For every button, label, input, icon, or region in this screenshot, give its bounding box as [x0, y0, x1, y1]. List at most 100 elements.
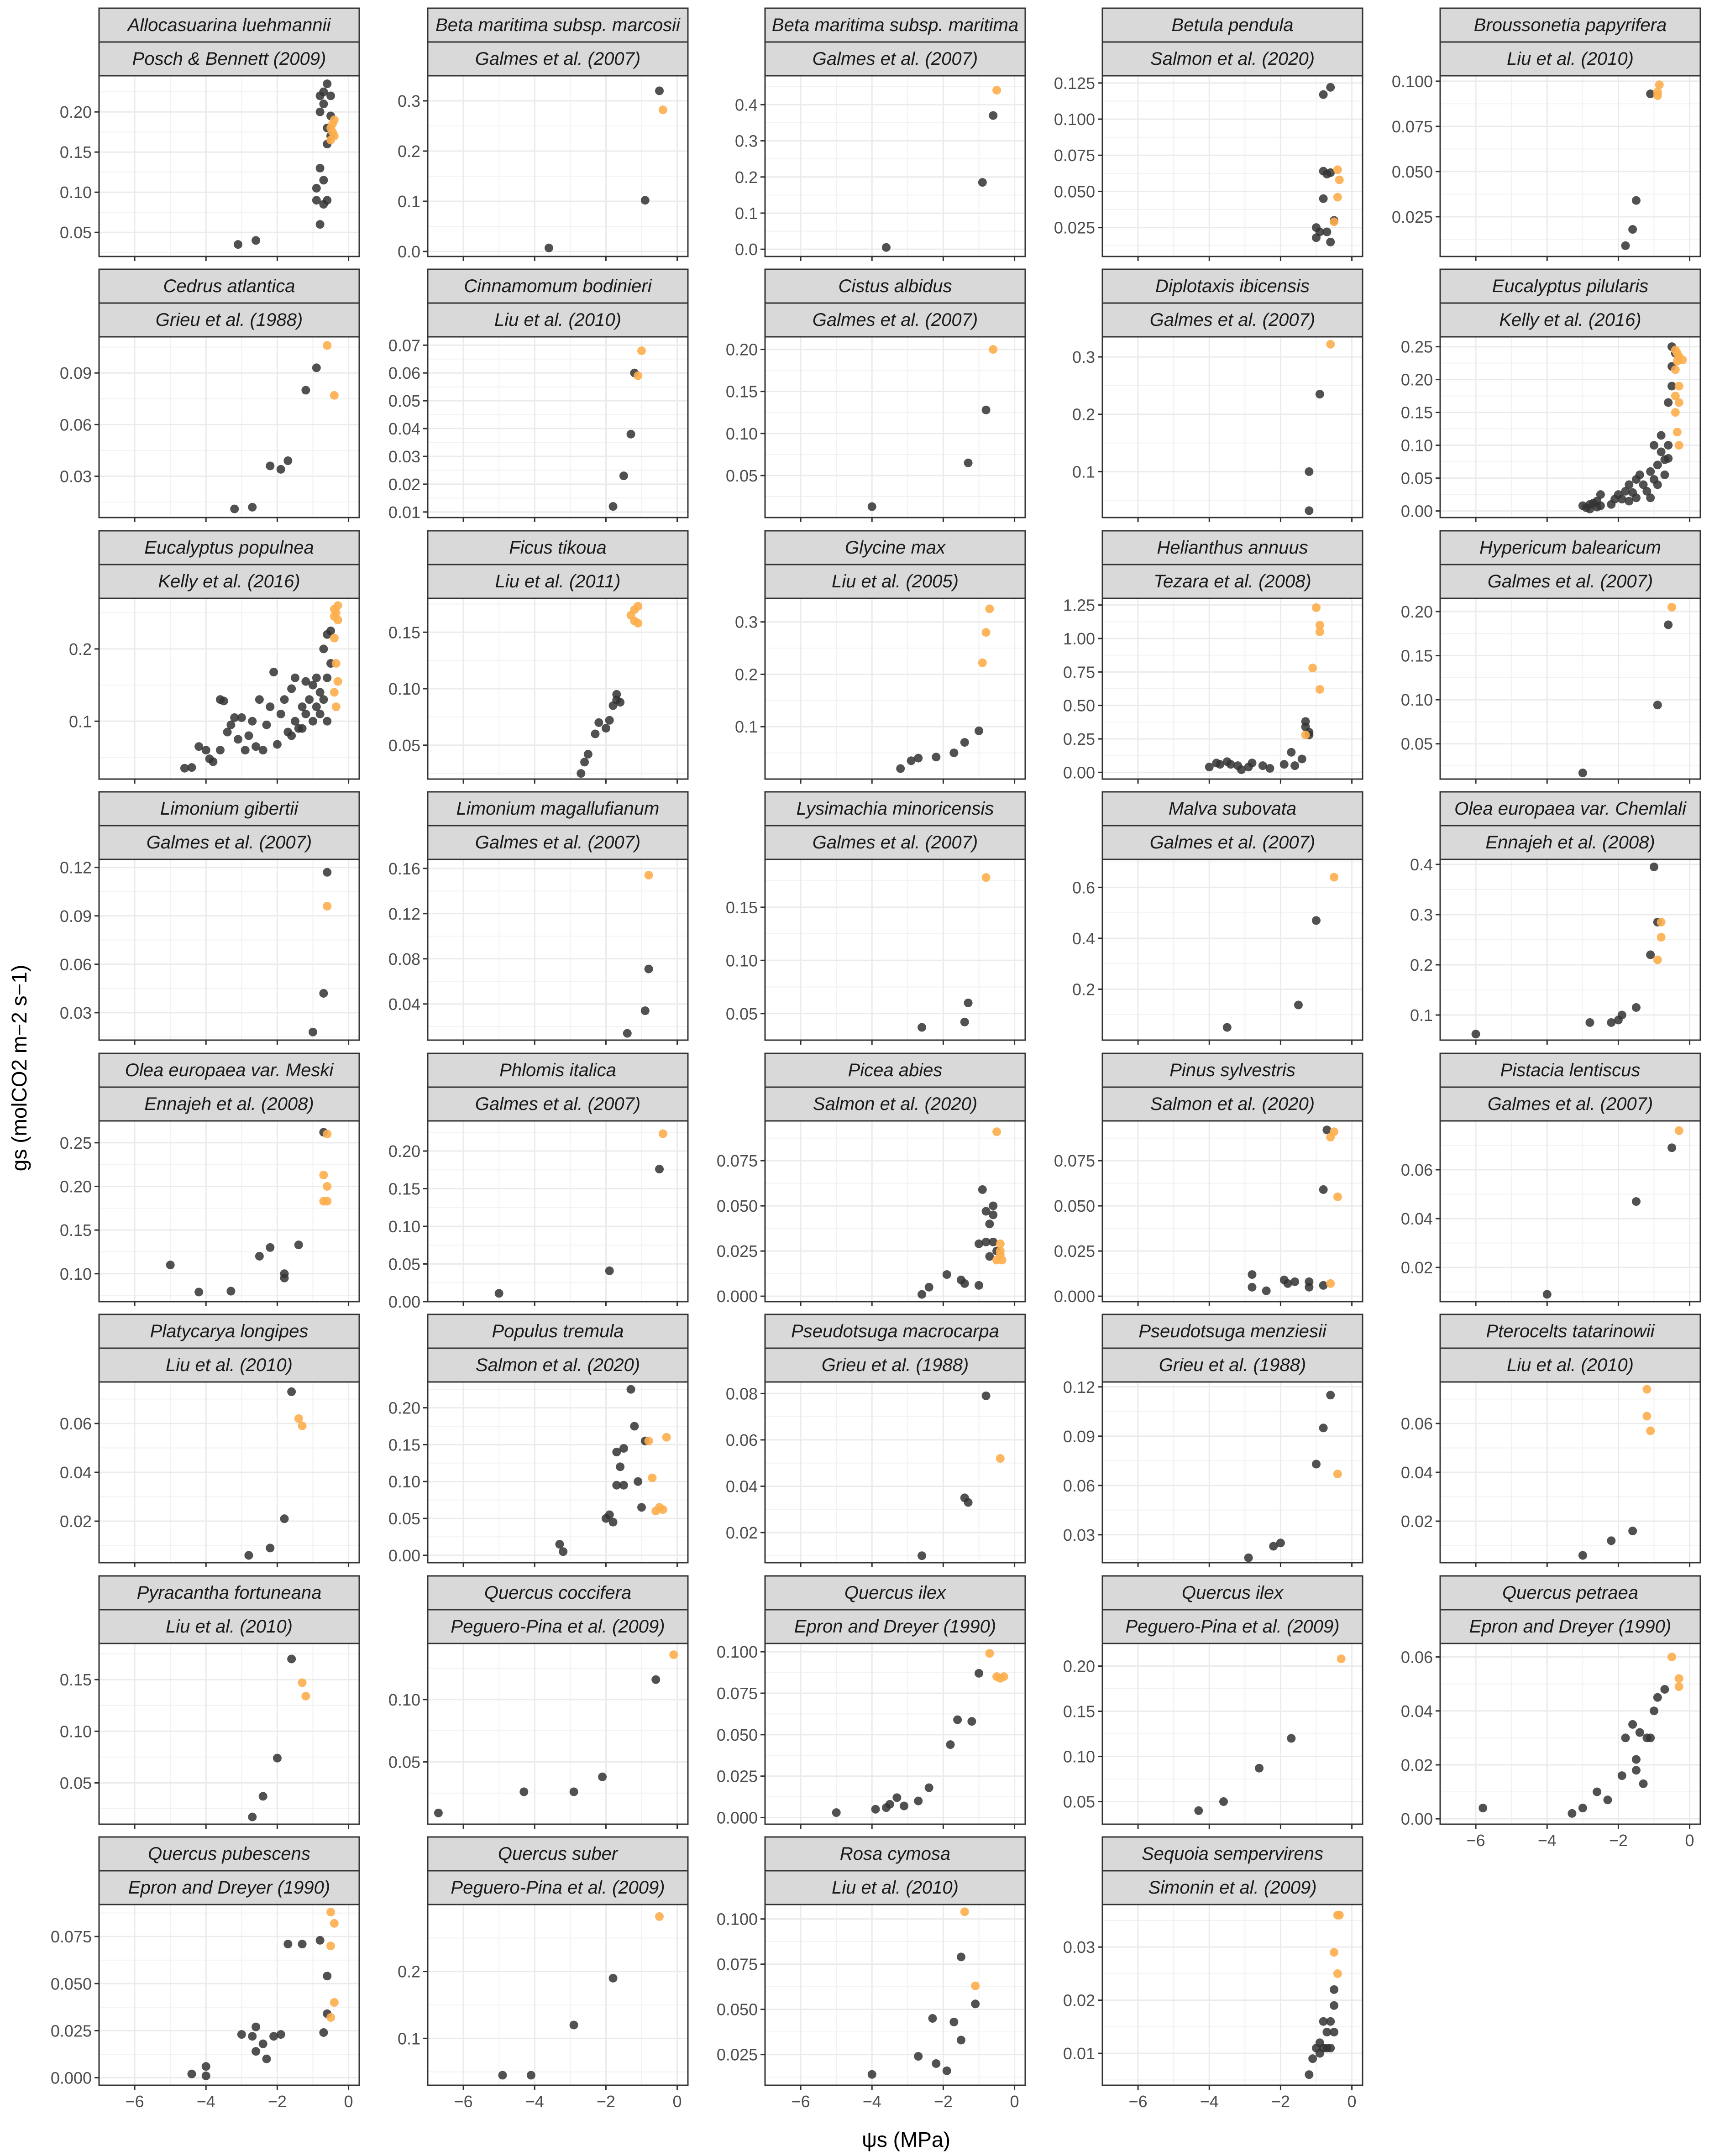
y-tick-label: 0.06 [1063, 1476, 1095, 1495]
data-point [269, 2032, 278, 2041]
data-point [1646, 467, 1655, 476]
species-label: Limonium gibertii [160, 799, 299, 819]
data-point-highlight [985, 1649, 994, 1658]
y-tick-label: 0.04 [388, 419, 420, 438]
source-strip [1439, 1347, 1701, 1383]
data-point [273, 740, 282, 749]
y-tick-label: 0.05 [1401, 735, 1433, 754]
species-label: Populus tremula [492, 1321, 624, 1341]
data-point [226, 1287, 236, 1296]
data-point [298, 1940, 307, 1949]
data-point [301, 677, 310, 686]
source-strip [98, 1870, 360, 1905]
data-point [1226, 760, 1235, 769]
data-point [1255, 1764, 1264, 1773]
data-point-highlight [644, 871, 653, 880]
y-tick-label: 0.02 [388, 475, 420, 494]
data-point [283, 456, 293, 466]
source-label: Salmon et al. (2020) [476, 1355, 640, 1375]
data-point [1631, 1755, 1641, 1764]
data-point [187, 763, 196, 772]
y-tick-label: 0.100 [1392, 72, 1433, 91]
plot-area [1102, 1905, 1363, 2085]
data-point [319, 989, 328, 998]
data-point [1596, 501, 1605, 510]
y-tick-label: 0.100 [1054, 110, 1095, 129]
facet-panel: Cedrus atlantica Grieu et al. (1988) 0.03 0… [60, 268, 360, 522]
species-label: Rosa cymosa [840, 1844, 950, 1864]
data-point [953, 1715, 962, 1724]
y-tick-label: 0.02 [1063, 1991, 1095, 2010]
data-point-highlight [319, 1171, 328, 1180]
data-point-highlight [330, 1998, 339, 2007]
data-point [1319, 2017, 1328, 2026]
y-tick-label: 0.1 [735, 204, 758, 223]
species-strip [764, 7, 1026, 43]
source-strip [1439, 1086, 1701, 1122]
source-label: Galmes et al. (2007) [475, 832, 640, 853]
data-point [273, 1753, 282, 1763]
data-point [255, 695, 264, 704]
x-tick-label: −4 [197, 2092, 215, 2111]
data-point [1631, 1003, 1641, 1012]
data-point [294, 1240, 303, 1250]
data-point [974, 1669, 983, 1678]
panel-border [1101, 1643, 1363, 1825]
data-point [924, 1282, 933, 1292]
facet-panel: Beta maritima subsp. maritima Galmes et a… [735, 7, 1026, 261]
species-label: Pterocelts tatarinowii [1486, 1321, 1655, 1341]
data-point [949, 748, 959, 758]
source-label: Epron and Dreyer (1990) [128, 1878, 330, 1898]
data-point [1617, 1010, 1626, 1020]
species-label: Sequoia sempervirens [1142, 1844, 1323, 1864]
data-point [949, 2017, 959, 2026]
y-tick-label: 0.04 [1401, 1209, 1433, 1228]
data-point-highlight [634, 618, 643, 628]
data-point-highlight [1330, 1948, 1339, 1957]
data-point [946, 1740, 955, 1749]
source-label: Salmon et al. (2020) [1150, 1094, 1315, 1114]
data-point [269, 668, 278, 677]
data-point-highlight [1330, 217, 1339, 226]
plot-area [99, 598, 359, 779]
y-tick-label: 0.12 [60, 858, 92, 877]
data-point [924, 1783, 933, 1792]
data-point [1625, 497, 1634, 506]
data-point [319, 2028, 328, 2037]
y-tick-label: 0.15 [388, 1435, 420, 1454]
y-tick-label: 0.025 [1392, 208, 1433, 226]
plot-area [765, 76, 1025, 256]
source-strip [1439, 302, 1701, 338]
y-tick-label: 0.20 [60, 1177, 92, 1196]
data-point-highlight [644, 1436, 653, 1445]
data-point [623, 1029, 632, 1038]
data-point [1664, 441, 1673, 450]
y-tick-label: 0.2 [735, 665, 758, 684]
y-tick-label: 0.050 [717, 1726, 758, 1744]
data-point-highlight [1330, 873, 1339, 882]
data-point [266, 1544, 275, 1553]
data-point [1631, 196, 1641, 205]
data-point [1593, 1787, 1602, 1796]
species-label: Picea abies [848, 1060, 943, 1080]
data-point-highlight [978, 658, 987, 667]
data-point-highlight [1326, 340, 1335, 349]
y-tick-label: 0.2 [1072, 980, 1095, 999]
facet-panel: Eucalyptus pilularis Kelly et al. (2016) 0… [1401, 268, 1701, 522]
data-point-highlight [330, 633, 339, 643]
data-point [326, 91, 336, 100]
facet-panel: Helianthus annuus Tezara et al. (2008) 0.0… [1063, 530, 1363, 784]
y-tick-label: 0.15 [60, 1670, 92, 1689]
data-point-highlight [992, 1127, 1001, 1136]
y-tick-label: 0.15 [388, 1180, 420, 1198]
y-tick-label: 0.6 [1072, 878, 1095, 897]
data-point [252, 2047, 261, 2056]
y-tick-label: 0.08 [388, 950, 420, 968]
data-point [519, 1787, 529, 1796]
data-point [1308, 2054, 1317, 2063]
y-tick-label: 0.07 [388, 336, 420, 355]
species-strip [1101, 7, 1363, 43]
source-label: Galmes et al. (2007) [813, 49, 978, 69]
data-point [252, 742, 261, 751]
source-label: Salmon et al. (2020) [1150, 49, 1315, 69]
